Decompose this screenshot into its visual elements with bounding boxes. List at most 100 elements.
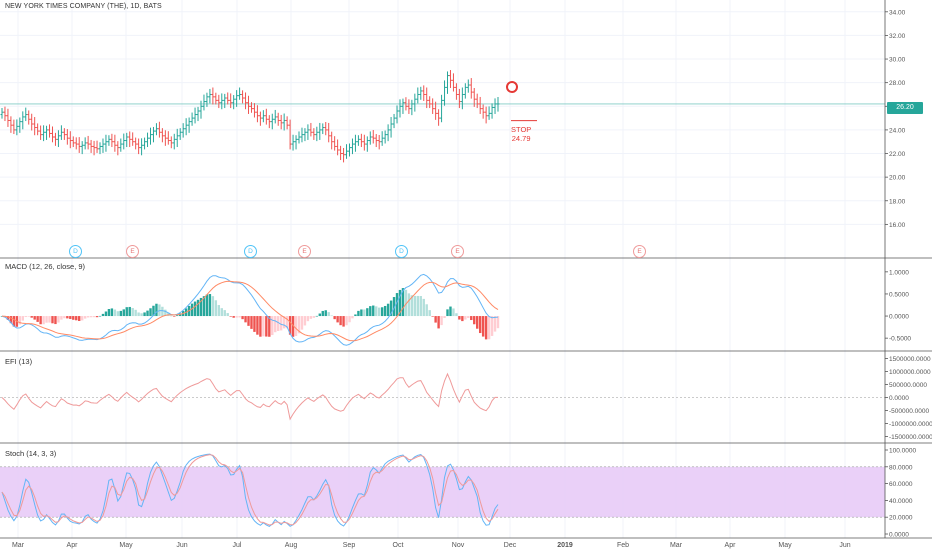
x-tick-label: Feb bbox=[617, 542, 629, 549]
macd-histogram-bar bbox=[223, 310, 226, 317]
macd-histogram-bar bbox=[413, 295, 417, 317]
last-price-badge: 26.20 bbox=[887, 102, 923, 114]
macd-histogram-bar bbox=[211, 296, 215, 317]
macd-histogram-bar bbox=[496, 316, 500, 329]
x-tick-label: Apr bbox=[725, 542, 737, 549]
macd-histogram-bar bbox=[176, 315, 179, 317]
macd-histogram-bar bbox=[78, 316, 81, 321]
macd-histogram-bar bbox=[339, 316, 342, 326]
macd-histogram-bar bbox=[425, 304, 428, 317]
macd-pane[interactable] bbox=[0, 273, 500, 346]
macd-histogram-bar bbox=[452, 308, 455, 317]
y-tick-label: 1500000.0000 bbox=[889, 356, 931, 363]
macd-histogram-bar bbox=[155, 303, 158, 317]
macd-histogram-bar bbox=[285, 316, 289, 329]
macd-histogram-bar bbox=[235, 316, 238, 318]
dividend-event-marker-icon[interactable]: D bbox=[244, 245, 257, 258]
macd-histogram-bar bbox=[253, 316, 256, 332]
macd-histogram-bar bbox=[336, 316, 339, 323]
macd-histogram-bar bbox=[380, 307, 384, 317]
y-tick-label: 0.0000 bbox=[889, 314, 909, 321]
macd-histogram-bar bbox=[478, 316, 482, 334]
macd-histogram-bar bbox=[443, 316, 446, 319]
macd-histogram-bar bbox=[395, 293, 399, 317]
x-tick-label: Dec bbox=[504, 542, 517, 549]
macd-histogram-bar bbox=[315, 315, 319, 317]
stop-value: 24.79 bbox=[511, 133, 531, 143]
efi-pane[interactable] bbox=[0, 372, 885, 421]
stoch-pane[interactable] bbox=[0, 453, 885, 527]
macd-histogram-bar bbox=[238, 316, 241, 318]
macd-histogram-bar bbox=[309, 316, 313, 319]
macd-histogram-bar bbox=[392, 297, 396, 317]
macd-histogram-bar bbox=[92, 316, 96, 318]
macd-histogram-bar bbox=[66, 316, 69, 319]
macd-histogram-bar bbox=[265, 316, 268, 337]
macd-histogram-bar bbox=[86, 316, 90, 318]
macd-histogram-bar bbox=[259, 316, 262, 337]
macd-histogram-bar bbox=[18, 316, 22, 325]
macd-histogram-bar bbox=[461, 316, 464, 322]
macd-histogram-bar bbox=[458, 316, 461, 320]
macd-histogram-bar bbox=[493, 316, 497, 332]
macd-histogram-bar bbox=[39, 316, 42, 325]
macd-histogram-bar bbox=[484, 316, 488, 340]
y-tick-label: 40.0000 bbox=[889, 498, 913, 505]
macd-histogram-bar bbox=[437, 316, 440, 329]
x-tick-label: 2019 bbox=[557, 542, 573, 549]
macd-histogram-bar bbox=[21, 316, 24, 321]
stop-label: STOP 24.79 bbox=[511, 125, 532, 143]
y-tick-label: 24.00 bbox=[889, 127, 906, 134]
macd-histogram-bar bbox=[140, 313, 143, 317]
macd-histogram-bar bbox=[386, 303, 390, 317]
macd-histogram-bar bbox=[434, 316, 437, 323]
macd-histogram-bar bbox=[83, 316, 87, 319]
target-marker-icon[interactable] bbox=[506, 81, 518, 93]
macd-histogram-bar bbox=[389, 300, 393, 317]
macd-histogram-bar bbox=[404, 289, 408, 317]
macd-histogram-bar bbox=[6, 316, 10, 320]
macd-histogram-bar bbox=[342, 316, 345, 327]
x-tick-label: Jul bbox=[233, 542, 242, 549]
macd-histogram-bar bbox=[80, 316, 84, 321]
x-tick-label: Oct bbox=[393, 542, 404, 549]
macd-histogram-bar bbox=[377, 307, 381, 317]
macd-histogram-bar bbox=[398, 289, 402, 317]
macd-histogram-bar bbox=[348, 316, 351, 323]
macd-histogram-bar bbox=[419, 296, 422, 317]
macd-histogram-bar bbox=[125, 307, 128, 317]
macd-histogram-bar bbox=[149, 308, 152, 317]
earnings-event-marker-icon[interactable]: E bbox=[451, 245, 464, 258]
earnings-event-marker-icon[interactable]: E bbox=[298, 245, 311, 258]
macd-line bbox=[1, 273, 499, 346]
macd-histogram-bar bbox=[199, 297, 203, 317]
macd-histogram-bar bbox=[431, 316, 434, 317]
chart-title: NEW YORK TIMES COMPANY (THE), 1D, BATS bbox=[5, 3, 162, 10]
macd-histogram-bar bbox=[321, 310, 324, 317]
y-tick-label: -1000000.0000 bbox=[889, 421, 932, 428]
macd-histogram-bar bbox=[357, 310, 360, 317]
earnings-event-marker-icon[interactable]: E bbox=[126, 245, 139, 258]
y-tick-label: 32.00 bbox=[889, 33, 906, 40]
efi-line bbox=[1, 372, 498, 421]
macd-histogram-bar bbox=[202, 296, 206, 317]
earnings-event-marker-icon[interactable]: E bbox=[633, 245, 646, 258]
macd-histogram-bar bbox=[208, 294, 212, 317]
macd-histogram-bar bbox=[410, 295, 414, 317]
y-tick-label: 500000.0000 bbox=[889, 382, 927, 389]
macd-histogram-bar bbox=[119, 310, 123, 317]
dividend-event-marker-icon[interactable]: D bbox=[69, 245, 82, 258]
macd-histogram-bar bbox=[428, 310, 431, 317]
x-tick-label: Jun bbox=[839, 542, 850, 549]
stop-label-text: STOP bbox=[511, 125, 532, 134]
y-tick-label: -500000.0000 bbox=[889, 408, 930, 415]
macd-histogram-bar bbox=[190, 303, 194, 317]
price-pane[interactable] bbox=[0, 70, 885, 163]
macd-histogram-bar bbox=[366, 308, 369, 317]
macd-histogram-bar bbox=[345, 316, 348, 326]
macd-histogram-bar bbox=[48, 316, 51, 323]
macd-histogram-bar bbox=[449, 306, 452, 317]
dividend-event-marker-icon[interactable]: D bbox=[395, 245, 408, 258]
macd-histogram-bar bbox=[490, 316, 494, 336]
